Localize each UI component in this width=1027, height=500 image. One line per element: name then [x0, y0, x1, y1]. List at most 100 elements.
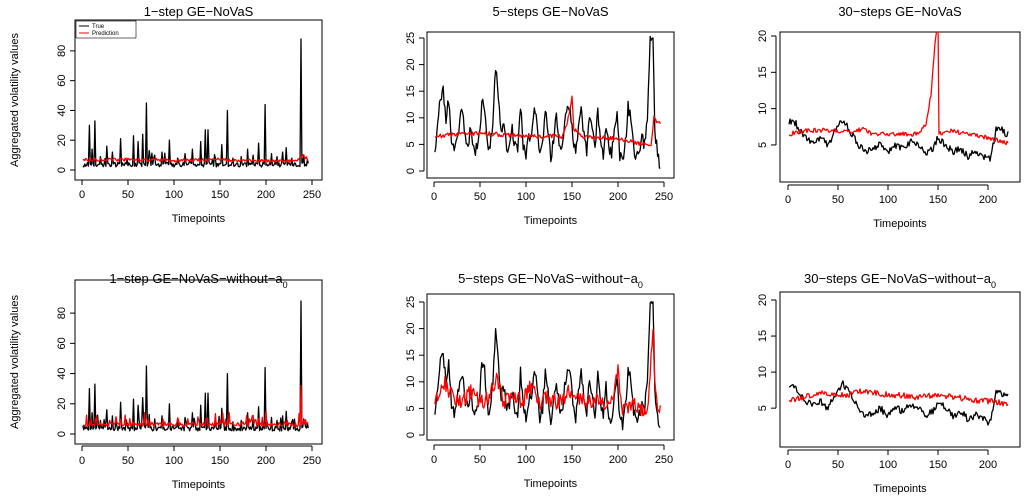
x-tick-label: 200 [609, 454, 627, 466]
x-tick-label: 0 [79, 189, 85, 201]
x-tick-label: 50 [474, 454, 486, 466]
series-line-prediction [434, 95, 661, 147]
panel-title: 30−steps GE−NoVaS−without−a0 [804, 271, 996, 290]
plot-frame [426, 293, 675, 441]
x-axis-label: Timepoints [873, 218, 927, 230]
y-tick-label: 10 [757, 103, 769, 115]
series-line-true [82, 38, 309, 168]
y-tick-label: 5 [405, 141, 417, 147]
x-tick-label: 150 [211, 455, 229, 467]
series-line-true [434, 301, 661, 431]
series-line-true [788, 380, 1009, 426]
y-tick-label: 80 [56, 45, 68, 57]
panel-p6: 30−steps GE−NoVaS−without−a00 50 100 150 200… [757, 271, 1021, 495]
x-tick-label: 200 [257, 189, 275, 201]
x-tick-label: 0 [785, 194, 791, 206]
y-tick-label: 25 [405, 296, 417, 308]
x-axis-label: Timepoints [172, 479, 226, 491]
y-tick-label: 5 [757, 405, 769, 411]
x-tick-label: 200 [257, 455, 275, 467]
y-tick-label: 20 [757, 30, 769, 42]
x-tick-label: 50 [832, 194, 844, 206]
x-tick-label: 250 [303, 189, 321, 201]
y-tick-label: 60 [56, 337, 68, 349]
x-tick-label: 0 [431, 454, 437, 466]
y-tick-label: 15 [757, 66, 769, 78]
legend-label: Prediction [92, 31, 119, 37]
y-tick-label: 0 [56, 431, 68, 437]
series-line-prediction [82, 384, 309, 428]
y-tick-label: 5 [405, 405, 417, 411]
y-tick-label: 20 [405, 322, 417, 334]
y-tick-label: 20 [56, 134, 68, 146]
x-tick-label: 100 [517, 191, 535, 203]
y-tick-label: 20 [56, 398, 68, 410]
plot-frame [779, 291, 1021, 448]
x-tick-label: 150 [563, 191, 581, 203]
panel-title: 30−steps GE−NoVaS [838, 4, 962, 19]
series-line-true [434, 35, 661, 169]
x-tick-label: 50 [122, 189, 134, 201]
x-tick-label: 100 [879, 194, 897, 206]
y-tick-label: 40 [56, 104, 68, 116]
series-line-true [788, 118, 1009, 162]
y-axis-label: Aggregated volatility values [9, 295, 21, 429]
y-tick-label: 5 [757, 142, 769, 148]
x-tick-label: 150 [211, 189, 229, 201]
panel-p4: 1−step GE−NoVaS−without−a00 50 100 150 200 25… [9, 271, 323, 491]
y-tick-label: 25 [405, 32, 417, 44]
x-tick-label: 0 [79, 455, 85, 467]
x-tick-label: 250 [655, 454, 673, 466]
x-tick-label: 50 [832, 459, 844, 471]
x-tick-label: 100 [165, 189, 183, 201]
panel-title-subscript: 0 [991, 280, 996, 290]
x-tick-label: 150 [563, 454, 581, 466]
x-axis-label: Timepoints [873, 483, 927, 495]
y-tick-label: 15 [405, 349, 417, 361]
y-tick-label: 15 [757, 330, 769, 342]
panel-p3: 30−steps GE−NoVaS 0 50 100 150 200 Timepoints 5… [757, 4, 1021, 230]
y-tick-label: 80 [56, 307, 68, 319]
x-tick-label: 50 [474, 191, 486, 203]
panel-p5: 5−steps GE−NoVaS−without−a00 50 100 150 200 2… [405, 271, 675, 490]
plot-frame [779, 31, 1021, 183]
plot-frame [426, 31, 675, 179]
y-tick-label: 60 [56, 75, 68, 87]
x-tick-label: 50 [122, 455, 134, 467]
y-tick-label: 10 [757, 366, 769, 378]
x-tick-label: 0 [431, 191, 437, 203]
x-tick-label: 150 [929, 194, 947, 206]
series-line-true [82, 300, 309, 432]
series-line-prediction [434, 328, 661, 417]
series-line-prediction [788, 388, 1009, 407]
y-tick-label: 20 [757, 294, 769, 306]
x-tick-label: 250 [655, 191, 673, 203]
x-tick-label: 250 [303, 455, 321, 467]
y-tick-label: 15 [405, 85, 417, 97]
x-tick-label: 150 [929, 459, 947, 471]
y-tick-label: 0 [405, 432, 417, 438]
panel-title: 1−step GE−NoVaS [144, 4, 254, 19]
legend-label: True [92, 24, 105, 30]
y-tick-label: 40 [56, 367, 68, 379]
x-axis-label: Timepoints [172, 213, 226, 225]
panel-title-subscript: 0 [638, 280, 643, 290]
panel-title: 5−steps GE−NoVaS [492, 4, 608, 19]
series-line-prediction [82, 154, 309, 163]
y-tick-label: 10 [405, 112, 417, 124]
y-tick-label: 10 [405, 376, 417, 388]
panel-title-subscript: 0 [283, 280, 288, 290]
y-tick-label: 0 [56, 167, 68, 173]
series-line-prediction [788, 32, 1009, 146]
x-tick-label: 100 [879, 459, 897, 471]
panel-title: 5−steps GE−NoVaS−without−a0 [458, 271, 643, 290]
x-tick-label: 200 [979, 194, 997, 206]
x-tick-label: 200 [609, 191, 627, 203]
x-tick-label: 200 [979, 459, 997, 471]
x-axis-label: Timepoints [524, 478, 578, 490]
legend-box [75, 20, 137, 39]
